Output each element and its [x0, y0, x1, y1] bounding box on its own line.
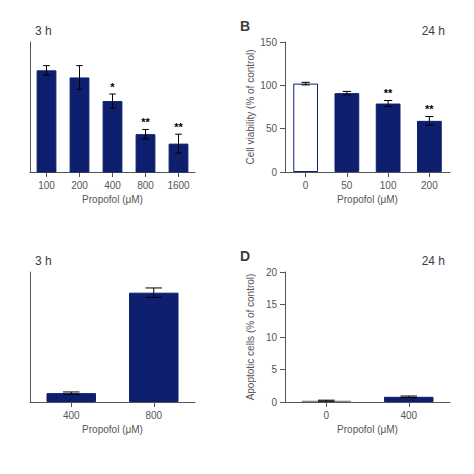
svg-text:150: 150: [260, 37, 277, 48]
svg-text:*: *: [110, 81, 115, 93]
svg-text:24 h: 24 h: [422, 254, 445, 268]
svg-text:100: 100: [260, 80, 277, 91]
svg-text:24 h: 24 h: [422, 24, 445, 38]
svg-text:10: 10: [266, 332, 278, 343]
svg-text:0: 0: [323, 410, 329, 421]
svg-text:800: 800: [145, 410, 162, 421]
svg-text:3 h: 3 h: [35, 24, 52, 38]
svg-text:5: 5: [271, 364, 277, 375]
svg-text:Cell viability (% of control): Cell viability (% of control): [245, 49, 256, 164]
svg-text:Propofol (μM): Propofol (μM): [82, 194, 143, 205]
svg-text:Propofol (μM): Propofol (μM): [337, 194, 398, 205]
svg-text:15: 15: [266, 299, 278, 310]
svg-text:Propofol (μM): Propofol (μM): [82, 424, 143, 435]
svg-text:400: 400: [400, 410, 417, 421]
svg-text:B: B: [240, 18, 250, 34]
svg-text:Apoptotic cells (% of control): Apoptotic cells (% of control): [245, 274, 256, 401]
svg-text:1600: 1600: [167, 180, 190, 191]
svg-text:200: 200: [421, 180, 438, 191]
svg-text:0: 0: [303, 180, 309, 191]
svg-text:**: **: [425, 103, 434, 115]
svg-text:3 h: 3 h: [35, 254, 52, 268]
svg-text:800: 800: [137, 180, 154, 191]
svg-text:0: 0: [271, 167, 277, 178]
svg-text:**: **: [141, 116, 150, 128]
svg-text:**: **: [174, 121, 183, 133]
svg-text:100: 100: [38, 180, 55, 191]
svg-text:**: **: [384, 87, 393, 99]
svg-text:D: D: [240, 248, 250, 264]
svg-text:100: 100: [380, 180, 397, 191]
svg-text:200: 200: [71, 180, 88, 191]
svg-text:0: 0: [271, 397, 277, 408]
svg-text:400: 400: [63, 410, 80, 421]
svg-text:50: 50: [266, 123, 278, 134]
svg-text:400: 400: [104, 180, 121, 191]
svg-text:50: 50: [341, 180, 353, 191]
svg-text:Propofol (μM): Propofol (μM): [337, 424, 398, 435]
svg-text:20: 20: [266, 267, 278, 278]
